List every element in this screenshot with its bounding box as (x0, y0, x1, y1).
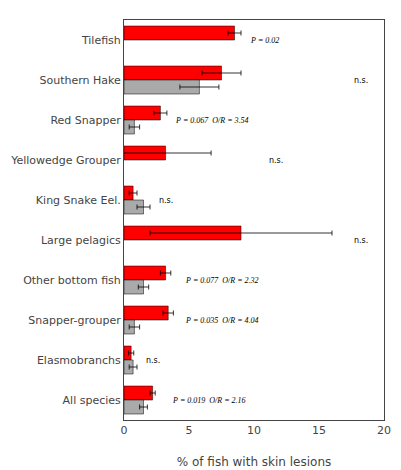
svg-text:All species: All species (63, 394, 121, 407)
svg-text:% of fish with skin lesions: % of fish with skin lesions (177, 455, 332, 469)
svg-text:Snapper-grouper: Snapper-grouper (28, 314, 121, 327)
svg-text:n.s.: n.s. (354, 236, 368, 245)
svg-text:Tilefish: Tilefish (81, 34, 121, 47)
svg-text:P = 0.019 O/R = 2.16: P = 0.019 O/R = 2.16 (172, 396, 246, 405)
svg-text:n.s.: n.s. (146, 356, 160, 365)
svg-text:5: 5 (186, 424, 193, 437)
svg-text:P = 0.077 O/R = 2.32: P = 0.077 O/R = 2.32 (185, 276, 259, 285)
svg-text:Other bottom fish: Other bottom fish (23, 274, 121, 287)
svg-text:P = 0.067 O/R = 3.54: P = 0.067 O/R = 3.54 (175, 116, 249, 125)
svg-text:n.s.: n.s. (269, 156, 283, 165)
svg-text:Red Snapper: Red Snapper (50, 114, 121, 127)
svg-text:Yellowedge Grouper: Yellowedge Grouper (10, 154, 121, 167)
svg-text:P = 0.02: P = 0.02 (250, 36, 279, 45)
svg-text:Large pelagics: Large pelagics (41, 234, 121, 247)
svg-text:King Snake Eel.: King Snake Eel. (36, 194, 121, 207)
svg-text:n.s.: n.s. (159, 196, 173, 205)
svg-text:Southern Hake: Southern Hake (40, 74, 122, 87)
svg-text:15: 15 (312, 424, 326, 437)
svg-text:10: 10 (247, 424, 261, 437)
svg-text:0: 0 (121, 424, 128, 437)
svg-text:Elasmobranchs: Elasmobranchs (37, 354, 121, 367)
svg-text:20: 20 (377, 424, 391, 437)
svg-text:n.s.: n.s. (354, 76, 368, 85)
svg-text:P = 0.035 O/R = 4.04: P = 0.035 O/R = 4.04 (185, 316, 259, 325)
